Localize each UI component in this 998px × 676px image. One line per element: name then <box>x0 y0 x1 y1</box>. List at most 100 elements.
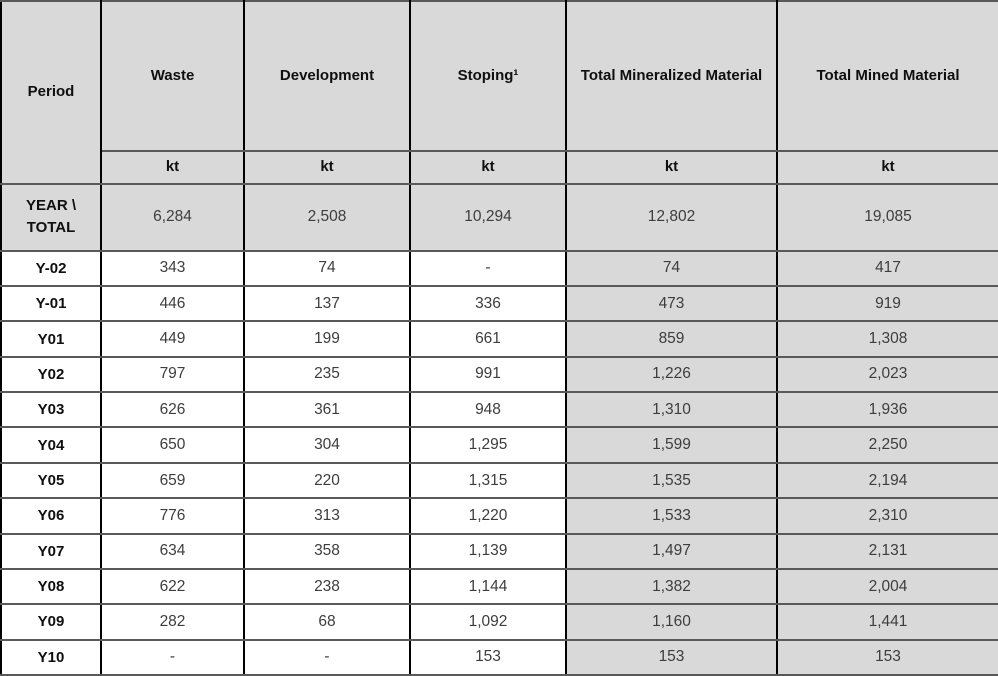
value-cell: 1,144 <box>409 567 567 606</box>
value-cell: 2,194 <box>776 461 998 500</box>
value-cell: 153 <box>776 638 998 676</box>
value-cell: 2,004 <box>776 567 998 606</box>
value-cell: 1,315 <box>409 461 567 500</box>
value-cell: 238 <box>243 567 411 606</box>
header-row: Period Waste Development Stoping¹ Total … <box>0 0 998 185</box>
value-cell: 1,535 <box>565 461 778 500</box>
value-cell: 661 <box>409 320 567 358</box>
value-cell: 650 <box>100 426 245 464</box>
value-cell: 634 <box>100 532 245 570</box>
table-row: Y02 797 235 991 1,226 2,023 <box>0 355 998 394</box>
value-cell: 137 <box>243 285 411 323</box>
table-row: Y05 659 220 1,315 1,535 2,194 <box>0 461 998 500</box>
period-cell: Y08 <box>0 567 102 606</box>
value-cell: 343 <box>100 249 245 288</box>
value-cell: 622 <box>100 567 245 606</box>
value-cell: 282 <box>100 603 245 641</box>
value-cell: 153 <box>565 638 778 676</box>
table-row: Y08 622 238 1,144 1,382 2,004 <box>0 567 998 606</box>
value-cell: 417 <box>776 249 998 288</box>
value-cell: 1,226 <box>565 355 778 394</box>
value-cell: 361 <box>243 391 411 429</box>
table-header: Period Waste Development Stoping¹ Total … <box>0 0 998 185</box>
value-cell: 1,220 <box>409 497 567 535</box>
period-cell: Y04 <box>0 426 102 464</box>
column-header-total-mined-material: Total Mined Material <box>776 0 998 152</box>
value-cell: 2,310 <box>776 497 998 535</box>
value-cell: 1,382 <box>565 567 778 606</box>
period-cell: Y07 <box>0 532 102 570</box>
value-cell: 358 <box>243 532 411 570</box>
value-cell: 948 <box>409 391 567 429</box>
value-cell: 449 <box>100 320 245 358</box>
value-cell: 473 <box>565 285 778 323</box>
value-cell: 1,308 <box>776 320 998 358</box>
value-cell: 2,023 <box>776 355 998 394</box>
value-cell: 659 <box>100 461 245 500</box>
table-row: Y06 776 313 1,220 1,533 2,310 <box>0 497 998 535</box>
value-cell: - <box>409 249 567 288</box>
column-header-stoping: Stoping¹ <box>409 0 567 152</box>
column-header-development: Development <box>243 0 411 152</box>
period-cell: Y-02 <box>0 249 102 288</box>
table-row: Y01 449 199 661 859 1,308 <box>0 320 998 358</box>
period-cell: Y05 <box>0 461 102 500</box>
table-body: YEAR \ TOTAL 6,284 2,508 10,294 12,802 19,085… <box>0 183 998 676</box>
total-value-cell: 12,802 <box>565 183 778 252</box>
unit-cell-total-mined-material: kt <box>776 150 998 185</box>
period-cell: Y02 <box>0 355 102 394</box>
total-value-cell: 19,085 <box>776 183 998 252</box>
value-cell: 2,131 <box>776 532 998 570</box>
column-header-waste: Waste <box>100 0 245 152</box>
value-cell: 797 <box>100 355 245 394</box>
value-cell: 68 <box>243 603 411 641</box>
table-row: Y03 626 361 948 1,310 1,936 <box>0 391 998 429</box>
value-cell: - <box>243 638 411 676</box>
value-cell: 74 <box>243 249 411 288</box>
unit-cell-waste: kt <box>100 150 245 185</box>
value-cell: 153 <box>409 638 567 676</box>
table-row: Y-02 343 74-74 417 <box>0 249 998 288</box>
total-value-cell: 10,294 <box>409 183 567 252</box>
value-cell: 1,092 <box>409 603 567 641</box>
value-cell: 74 <box>565 249 778 288</box>
value-cell: 776 <box>100 497 245 535</box>
table-row: Y09 282 68 1,092 1,160 1,441 <box>0 603 998 641</box>
value-cell: 1,310 <box>565 391 778 429</box>
total-row: YEAR \ TOTAL 6,284 2,508 10,294 12,802 19,085 <box>0 183 998 252</box>
period-cell: Y09 <box>0 603 102 641</box>
period-cell: Y06 <box>0 497 102 535</box>
value-cell: 859 <box>565 320 778 358</box>
value-cell: 1,936 <box>776 391 998 429</box>
value-cell: 1,497 <box>565 532 778 570</box>
unit-cell-development: kt <box>243 150 411 185</box>
value-cell: 336 <box>409 285 567 323</box>
period-cell: Y01 <box>0 320 102 358</box>
total-value-cell: 6,284 <box>100 183 245 252</box>
unit-cell-total-mineralized-material: kt <box>565 150 778 185</box>
value-cell: 446 <box>100 285 245 323</box>
value-cell: 304 <box>243 426 411 464</box>
value-cell: 1,160 <box>565 603 778 641</box>
period-cell: Y-01 <box>0 285 102 323</box>
units-row: kt kt kt kt kt <box>1 150 998 185</box>
unit-cell-stoping: kt <box>409 150 567 185</box>
table-row: Y-01 446 137 336 473 919 <box>0 285 998 323</box>
value-cell: - <box>100 638 245 676</box>
total-value-cell: 2,508 <box>243 183 411 252</box>
value-cell: 2,250 <box>776 426 998 464</box>
column-header-period: Period <box>0 0 102 185</box>
value-cell: 1,599 <box>565 426 778 464</box>
table-row: Y04 650 304 1,295 1,599 2,250 <box>0 426 998 464</box>
total-row-label: YEAR \ TOTAL <box>0 183 102 252</box>
value-cell: 313 <box>243 497 411 535</box>
value-cell: 919 <box>776 285 998 323</box>
table-row: Y10- -153 153 153 <box>0 638 998 676</box>
table-row: Y07 634 358 1,139 1,497 2,131 <box>0 532 998 570</box>
column-header-total-mineralized-material: Total Mineralized Material <box>565 0 778 152</box>
period-cell: Y10 <box>0 638 102 676</box>
value-cell: 1,139 <box>409 532 567 570</box>
value-cell: 235 <box>243 355 411 394</box>
value-cell: 199 <box>243 320 411 358</box>
